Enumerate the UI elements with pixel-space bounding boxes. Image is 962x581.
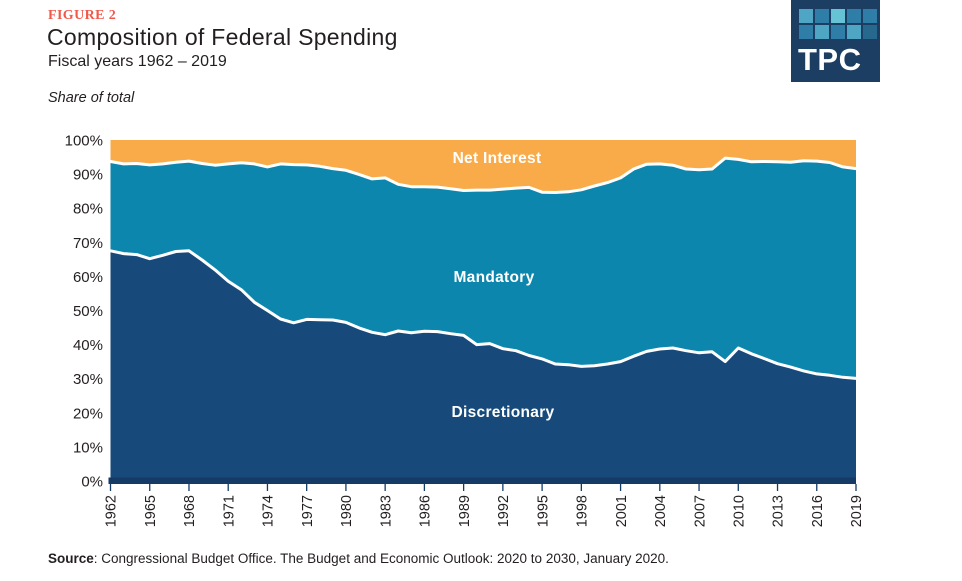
figure-number-label: FIGURE 2 [48,8,117,23]
x-tick-label: 1989 [457,495,473,527]
mandatory-top-boundary-line [109,156,858,194]
x-tick-label: 1962 [104,495,120,527]
discretionary-area [110,250,856,481]
x-tick-label: 1992 [496,495,512,527]
logo-square [847,25,861,39]
logo-square [815,25,829,39]
x-tick-label: 2019 [849,495,865,527]
logo-square [815,9,829,23]
x-tick-label: 2016 [810,495,826,527]
x-tick-label: 1977 [300,495,316,527]
y-tick-label: 70% [73,235,103,252]
y-tick-label: 100% [65,133,103,150]
y-tick-label: 0% [81,474,103,491]
x-axis-line [108,477,856,484]
x-tick-label: 1968 [182,495,198,527]
y-tick-label: 90% [73,167,103,184]
chart-subtitle: Fiscal years 1962 – 2019 [48,53,227,70]
y-tick-label: 50% [73,303,103,320]
logo-square [847,9,861,23]
x-tick-label: 1995 [535,495,551,527]
logo-square [831,9,845,23]
y-tick-label: 40% [73,337,103,354]
tpc-logo: TPC [791,0,880,82]
y-axis-unit-note: Share of total [48,90,135,106]
x-tick-label: 1965 [143,495,159,527]
source-text: : Congressional Budget Office. The Budge… [93,551,669,566]
x-tick-label: 1986 [418,495,434,527]
x-tick-label: 1998 [575,495,591,527]
x-tick-label: 1971 [221,495,237,527]
logo-square [831,25,845,39]
logo-square [863,25,877,39]
source-note: Source: Congressional Budget Office. The… [48,551,669,566]
y-tick-label: 60% [73,269,103,286]
x-tick-label: 2004 [653,495,669,527]
series-label-mandatory: Mandatory [453,269,534,286]
x-tick-label: 1983 [378,495,394,527]
x-tick-label: 2013 [771,495,787,527]
y-tick-label: 10% [73,439,103,456]
x-tick-label: 2001 [614,495,630,527]
y-tick-label: 80% [73,201,103,218]
logo-square [863,9,877,23]
tpc-logo-text: TPC [798,42,862,77]
series-label-discretionary: Discretionary [452,404,555,421]
chart-title: Composition of Federal Spending [47,24,398,50]
x-tick-label: 2010 [731,495,747,527]
y-tick-label: 20% [73,405,103,422]
discretionary-top-boundary-line [109,249,858,380]
x-tick-label: 1980 [339,495,355,527]
x-tick-label: 2007 [692,495,708,527]
source-label: Source [48,551,94,566]
y-tick-label: 30% [73,371,103,388]
series-label-net-interest: Net Interest [453,150,542,167]
logo-square [799,25,813,39]
logo-square [799,9,813,23]
x-tick-label: 1974 [261,495,277,527]
tpc-logo-grid-icon [799,9,877,39]
